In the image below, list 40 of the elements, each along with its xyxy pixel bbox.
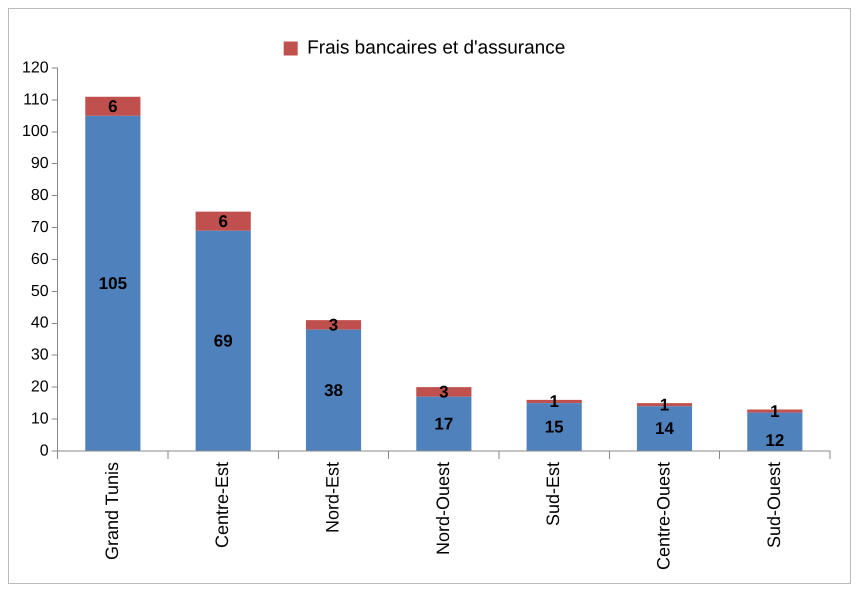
y-tick-label: 20 (30, 378, 49, 396)
y-tick-label: 40 (30, 314, 49, 332)
data-label: 6 (218, 212, 228, 231)
x-tick-label: Grand Tunis (102, 462, 122, 560)
data-label: 1 (660, 395, 670, 414)
y-tick-label: 30 (30, 346, 49, 364)
data-label: 17 (434, 414, 454, 434)
x-tick-label: Sud-Est (543, 462, 564, 526)
data-label: 6 (108, 96, 118, 116)
bar (85, 96, 140, 116)
x-tick-label: Nord-Est (322, 462, 342, 533)
bar (196, 212, 251, 231)
data-label: 12 (765, 431, 784, 450)
x-tick-label: Centre-Est (212, 462, 232, 548)
data-label: 105 (98, 274, 128, 293)
y-tick-label: 110 (23, 91, 49, 108)
y-tick-label: 90 (30, 155, 49, 172)
y-tick-label: 60 (30, 250, 49, 268)
data-label: 1 (770, 402, 780, 421)
bar (306, 330, 362, 450)
x-tick-label: Nord-Ouest (432, 462, 453, 556)
legend-label: Frais bancaires et d'assurance (307, 38, 566, 59)
data-label: 69 (214, 331, 233, 350)
y-tick-label: 80 (30, 187, 49, 204)
y-tick-label: 50 (30, 282, 49, 300)
bar (85, 116, 140, 450)
data-label: 14 (655, 419, 674, 438)
y-tick-label: 70 (30, 218, 49, 236)
x-tick-label: Sud-Ouest (764, 462, 784, 548)
bar (416, 396, 472, 450)
bar (196, 230, 251, 450)
y-tick-label: 100 (22, 123, 49, 140)
data-label: 1 (549, 392, 559, 412)
data-label: 3 (439, 382, 449, 402)
y-tick-label: 10 (30, 410, 49, 428)
y-tick-label: 0 (40, 442, 49, 460)
y-tick-label: 120 (22, 59, 49, 76)
data-label: 15 (544, 417, 564, 436)
x-tick-label: Centre-Ouest (653, 462, 674, 570)
data-label: 38 (324, 380, 343, 400)
